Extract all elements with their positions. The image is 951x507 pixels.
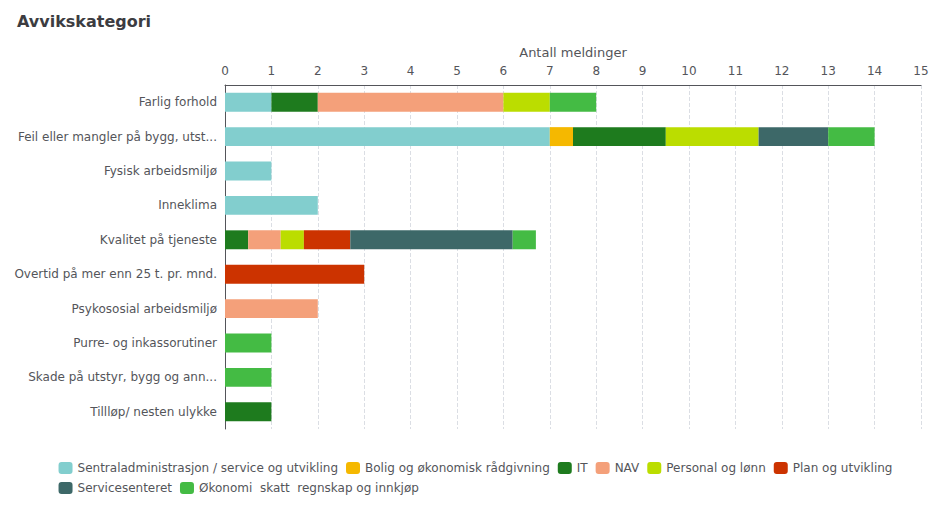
svg-text:Farlig forhold: Farlig forhold (139, 95, 217, 109)
svg-text:3: 3 (360, 64, 368, 78)
svg-text:Kvalitet på tjeneste: Kvalitet på tjeneste (100, 233, 217, 247)
svg-text:Purre- og inkassorutiner: Purre- og inkassorutiner (73, 336, 217, 350)
svg-text:11: 11 (728, 64, 743, 78)
svg-text:Avvikskategori: Avvikskategori (17, 12, 151, 31)
svg-text:5: 5 (453, 64, 461, 78)
svg-text:Psykososial arbeidsmiljø: Psykososial arbeidsmiljø (72, 302, 217, 316)
svg-text:1: 1 (268, 64, 276, 78)
svg-text:8: 8 (592, 64, 600, 78)
svg-text:0: 0 (221, 64, 229, 78)
svg-text:NAV: NAV (615, 461, 640, 475)
svg-text:7: 7 (546, 64, 554, 78)
svg-text:Personal og lønn: Personal og lønn (666, 461, 766, 475)
svg-text:Inneklima: Inneklima (158, 198, 217, 212)
svg-text:Plan og utvikling: Plan og utvikling (793, 461, 893, 475)
svg-text:Økonomi skatt regnskap og in: Økonomi skatt regnskap og innkjøp (199, 481, 419, 495)
svg-text:14: 14 (867, 64, 882, 78)
svg-text:10: 10 (681, 64, 696, 78)
svg-text:Sentraladministrasjon / servic: Sentraladministrasjon / service og utvik… (78, 461, 338, 475)
svg-text:Overtid på mer enn 25 t. pr. m: Overtid på mer enn 25 t. pr. mnd. (14, 267, 217, 281)
svg-text:Bolig og økonomisk rådgivning: Bolig og økonomisk rådgivning (365, 461, 550, 475)
svg-text:Antall meldinger: Antall meldinger (519, 45, 627, 60)
svg-text:15: 15 (913, 64, 928, 78)
svg-text:Fysisk arbeidsmiljø: Fysisk arbeidsmiljø (104, 164, 217, 178)
svg-text:Servicesenteret: Servicesenteret (78, 481, 173, 495)
svg-text:9: 9 (639, 64, 647, 78)
svg-text:4: 4 (407, 64, 415, 78)
svg-text:Feil eller mangler på bygg, ut: Feil eller mangler på bygg, utst... (18, 130, 217, 144)
svg-text:Skade på utstyr, bygg og ann..: Skade på utstyr, bygg og ann... (28, 370, 217, 384)
svg-text:Tillløp/ nesten ulykke: Tillløp/ nesten ulykke (89, 405, 217, 419)
svg-text:2: 2 (314, 64, 322, 78)
svg-text:IT: IT (577, 461, 589, 475)
svg-text:13: 13 (821, 64, 836, 78)
svg-text:6: 6 (500, 64, 508, 78)
svg-text:12: 12 (774, 64, 789, 78)
